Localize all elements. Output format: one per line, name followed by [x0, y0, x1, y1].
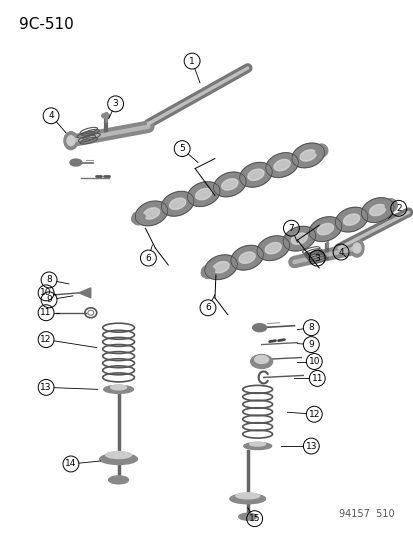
Ellipse shape [299, 150, 316, 161]
Ellipse shape [317, 223, 333, 235]
Ellipse shape [256, 236, 289, 261]
Ellipse shape [135, 201, 167, 226]
Text: 94157  510: 94157 510 [338, 508, 394, 519]
Ellipse shape [291, 233, 307, 244]
Text: 11: 11 [311, 374, 322, 383]
Text: 4: 4 [337, 247, 343, 256]
Ellipse shape [201, 268, 214, 277]
Ellipse shape [161, 191, 193, 216]
Ellipse shape [265, 243, 281, 254]
Text: 5: 5 [179, 144, 185, 153]
Ellipse shape [254, 356, 268, 364]
Ellipse shape [204, 255, 237, 280]
Text: 14: 14 [65, 459, 76, 469]
Text: 8: 8 [46, 276, 52, 285]
Ellipse shape [131, 214, 145, 223]
Ellipse shape [229, 494, 265, 504]
Ellipse shape [349, 239, 363, 257]
Text: 15: 15 [248, 514, 260, 523]
Ellipse shape [213, 172, 245, 197]
Ellipse shape [187, 182, 219, 206]
Text: 12: 12 [40, 335, 52, 344]
Ellipse shape [100, 454, 137, 464]
Ellipse shape [315, 147, 326, 155]
Text: 1: 1 [189, 56, 195, 66]
Ellipse shape [70, 159, 82, 166]
Ellipse shape [352, 243, 360, 253]
Ellipse shape [343, 214, 359, 225]
Text: 6: 6 [145, 254, 151, 263]
Ellipse shape [273, 159, 290, 171]
Ellipse shape [64, 132, 78, 150]
Text: 2: 2 [395, 204, 401, 213]
Ellipse shape [309, 217, 341, 241]
Ellipse shape [143, 208, 159, 219]
Ellipse shape [252, 324, 266, 332]
Text: 13: 13 [305, 441, 316, 450]
Ellipse shape [238, 513, 256, 520]
Ellipse shape [110, 385, 126, 390]
Ellipse shape [105, 451, 131, 458]
Text: 10: 10 [308, 357, 319, 366]
Ellipse shape [265, 153, 298, 177]
Text: 10: 10 [40, 288, 52, 297]
Ellipse shape [67, 136, 75, 146]
Ellipse shape [249, 442, 265, 446]
Text: 3: 3 [313, 254, 319, 263]
Ellipse shape [385, 201, 395, 209]
Text: 13: 13 [40, 383, 52, 392]
Ellipse shape [108, 476, 128, 484]
Text: 4: 4 [48, 111, 54, 120]
Text: 9: 9 [46, 295, 52, 304]
Text: 9: 9 [308, 340, 313, 349]
Text: 3: 3 [112, 99, 118, 108]
Ellipse shape [235, 493, 259, 499]
Ellipse shape [230, 245, 263, 270]
Ellipse shape [243, 442, 271, 449]
Text: 6: 6 [204, 303, 210, 312]
Ellipse shape [103, 385, 133, 393]
Ellipse shape [369, 205, 385, 216]
Text: 9C-510: 9C-510 [19, 17, 74, 33]
Ellipse shape [195, 189, 211, 200]
Ellipse shape [212, 262, 228, 273]
Text: 8: 8 [308, 323, 313, 332]
Text: 7: 7 [288, 224, 294, 233]
Polygon shape [78, 288, 90, 298]
Text: 11: 11 [40, 308, 52, 317]
Ellipse shape [247, 169, 263, 181]
Ellipse shape [282, 227, 315, 251]
Ellipse shape [361, 198, 393, 222]
Ellipse shape [102, 114, 109, 118]
Ellipse shape [291, 143, 324, 168]
Ellipse shape [335, 207, 367, 232]
Ellipse shape [221, 179, 237, 190]
Ellipse shape [250, 354, 272, 368]
Ellipse shape [238, 252, 255, 263]
Text: 12: 12 [308, 410, 319, 419]
Ellipse shape [169, 198, 185, 209]
Ellipse shape [239, 163, 272, 187]
